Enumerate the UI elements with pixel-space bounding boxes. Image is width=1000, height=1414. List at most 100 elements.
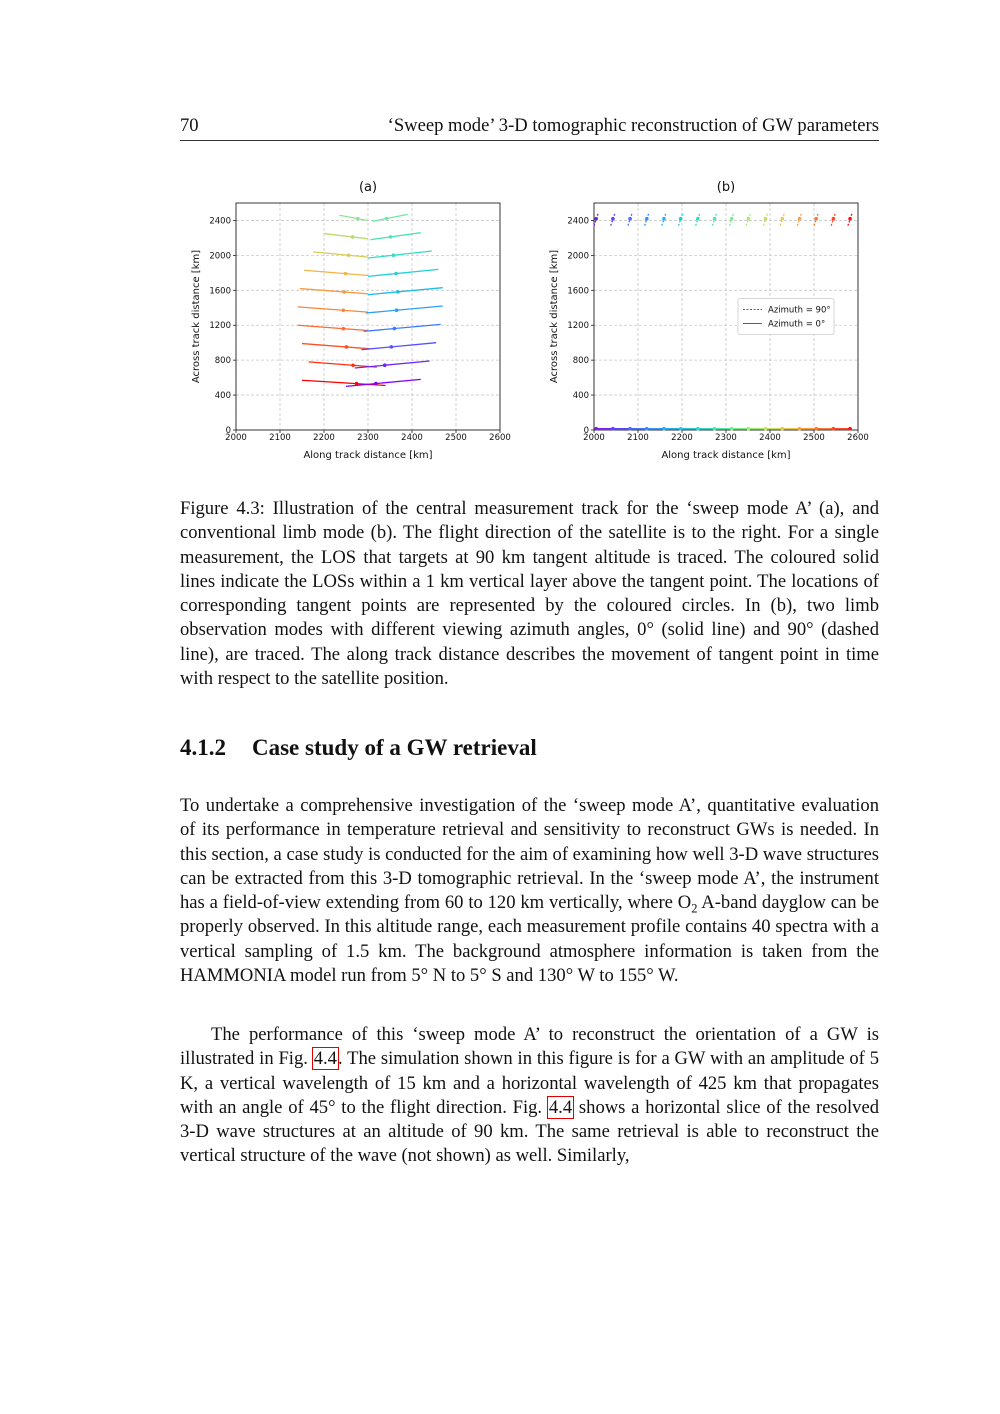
los-line <box>365 305 443 314</box>
tangent-point <box>678 426 683 431</box>
y-tick-label: 2400 <box>209 216 231 226</box>
tangent-point <box>763 216 768 221</box>
y-tick-label: 2400 <box>567 216 589 226</box>
paragraph: The performance of this ‘sweep mode A’ t… <box>180 1023 879 1169</box>
tangent-point <box>611 216 615 221</box>
tangent-point <box>342 290 347 294</box>
x-tick-label: 2100 <box>269 433 291 443</box>
x-tick-label: 2300 <box>357 433 379 443</box>
tangent-point <box>696 216 700 221</box>
tangent-point <box>797 426 802 431</box>
x-tick-label: 2400 <box>759 433 781 443</box>
x-tick-label: 2000 <box>583 433 605 443</box>
los-line <box>299 287 369 295</box>
tangent-point <box>712 426 717 431</box>
tangent-point <box>662 426 666 431</box>
los-line <box>367 250 432 259</box>
tangent-point <box>389 345 394 349</box>
tangent-point <box>374 381 378 386</box>
y-tick-label: 400 <box>573 391 589 401</box>
figure-link[interactable]: 4.4 <box>546 1095 575 1119</box>
los-line <box>367 287 443 296</box>
text: To undertake a comprehensive investigati… <box>180 795 879 914</box>
los-line <box>847 212 853 226</box>
legend-label: Azimuth = 90° <box>768 306 831 316</box>
y-tick-label: 0 <box>226 426 231 436</box>
paragraph: To undertake a comprehensive investigati… <box>180 794 879 988</box>
y-tick-label: 2000 <box>209 251 231 261</box>
los-line <box>593 212 600 226</box>
tangent-point <box>384 216 389 221</box>
tangent-point <box>350 235 355 239</box>
y-tick-label: 400 <box>215 391 231 401</box>
los-line <box>301 379 386 387</box>
x-tick-label: 2600 <box>489 433 511 443</box>
x-tick-label: 2300 <box>715 433 737 443</box>
tangent-point <box>729 426 734 431</box>
los-line <box>762 212 769 226</box>
text: The performance of this ‘sweep mode A’ t… <box>180 1024 879 1070</box>
text: . The simulation shown in this figure is… <box>180 1048 879 1118</box>
tangent-point <box>814 216 818 221</box>
x-tick-label: 2500 <box>445 433 467 443</box>
tangent-point <box>346 253 351 258</box>
y-tick-label: 1600 <box>209 286 231 296</box>
x-axis-label: Along track distance [km] <box>661 450 790 461</box>
los-line <box>813 212 820 226</box>
los-line <box>627 212 633 226</box>
los-line <box>308 361 377 368</box>
y-tick-label: 0 <box>584 426 589 436</box>
tangent-point <box>388 235 393 239</box>
tangent-point <box>746 216 751 221</box>
tangent-point <box>729 216 734 221</box>
legend-box <box>737 298 835 335</box>
text: shows a horizontal slice of the resolved… <box>180 1096 880 1167</box>
tangent-point <box>780 426 785 431</box>
tangent-point <box>662 216 666 221</box>
tangent-point <box>678 216 683 221</box>
chart-title: (b) <box>717 180 735 195</box>
los-line <box>323 232 369 240</box>
los-line <box>643 212 650 226</box>
tangent-point <box>696 426 700 431</box>
tangent-point <box>712 216 717 221</box>
tangent-point <box>396 290 400 294</box>
los-line <box>372 213 408 222</box>
x-tick-label: 2600 <box>847 433 869 443</box>
page-number: 70 <box>180 115 199 136</box>
los-line <box>297 306 369 313</box>
los-line <box>339 214 369 222</box>
los-line <box>728 212 735 226</box>
tangent-point <box>628 216 632 221</box>
figure-link[interactable]: 4.4 <box>311 1047 339 1071</box>
los-line <box>301 342 371 350</box>
section-heading: 4.1.2 Case study of a GW retrieval <box>180 735 537 761</box>
tangent-point <box>391 253 396 258</box>
tangent-point <box>351 363 355 368</box>
running-title: ‘Sweep mode’ 3-D tomographic reconstruct… <box>387 115 879 136</box>
y-axis-label: Across track distance [km] <box>191 250 202 383</box>
y-tick-label: 800 <box>215 356 231 366</box>
y-tick-label: 1600 <box>567 286 589 296</box>
tangent-point <box>848 426 852 431</box>
tangent-point <box>645 216 649 221</box>
y-tick-label: 2000 <box>567 251 589 261</box>
subscript: 2 <box>691 901 698 916</box>
y-tick-label: 1200 <box>567 321 589 331</box>
x-tick-label: 2000 <box>225 433 247 443</box>
x-axis-label: Along track distance [km] <box>303 450 432 461</box>
x-tick-label: 2100 <box>627 433 649 443</box>
tangent-point <box>814 426 818 431</box>
los-line <box>361 342 437 351</box>
los-line <box>695 212 701 226</box>
tangent-point <box>746 426 751 431</box>
tangent-point <box>628 426 632 431</box>
legend-label: Azimuth = 0° <box>768 320 825 330</box>
tangent-point <box>594 216 598 221</box>
tangent-point <box>394 308 399 313</box>
section-title: Case study of a GW retrieval <box>252 735 537 760</box>
tangent-point <box>763 426 768 431</box>
los-line <box>345 378 421 387</box>
chart-title: (a) <box>359 180 377 195</box>
